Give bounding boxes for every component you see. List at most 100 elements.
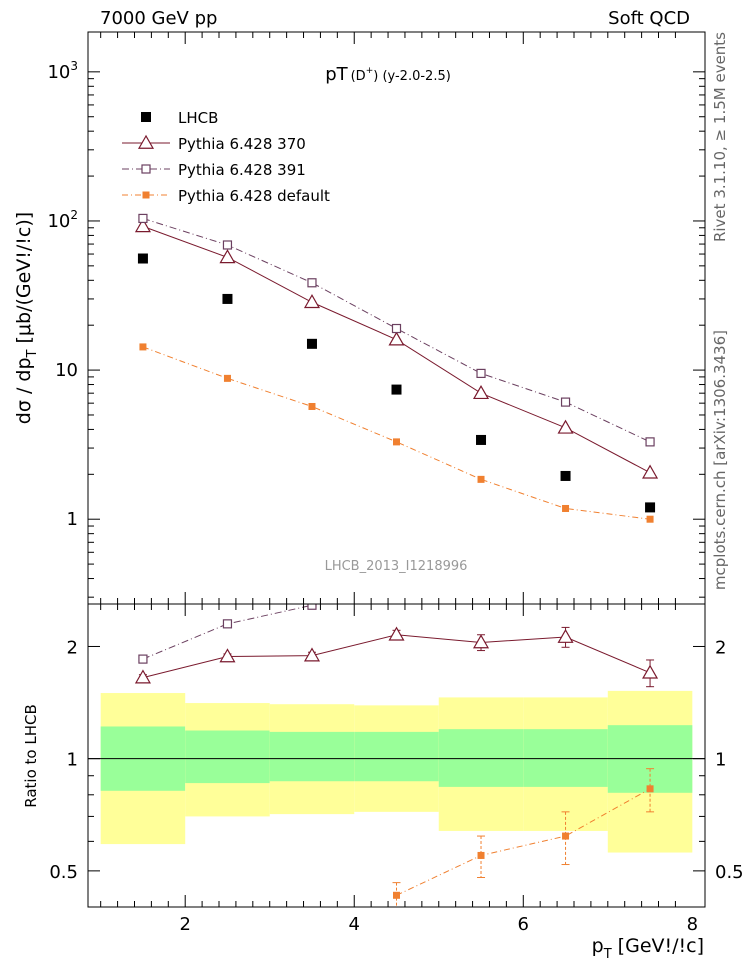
main-point-p370-3 [388,331,405,346]
main-y-tick-label-1: 10 [55,360,78,381]
main-point-lhcb-2 [306,338,317,349]
main-point-lhcb-1 [222,293,233,304]
ratio-uncertainty-bands [88,690,705,853]
ratio-point-pdefault-2 [562,832,570,840]
main-point-p391-6 [645,437,655,447]
band-inner-1 [185,730,270,784]
ratio-point-pdefault-3 [646,785,654,793]
x-axis-label-main: p [592,935,604,957]
main-y-tick-label-3: 103 [47,59,78,83]
ratio-y-tick-label-right-1: 1 [715,750,726,771]
main-y-axis-label-tail: [μb/(GeV!/!c)] [13,212,35,350]
legend-marker-pdefault [142,191,150,199]
main-point-lhcb-3 [391,384,402,395]
x-axis-label: pT [GeV!/!c] [592,935,704,962]
ratio-point-p370-2 [303,647,321,662]
main-title: pT (D+) (y-2.0-2.5) [325,64,451,85]
ratio-point-p370-4 [472,634,490,649]
ratio-point-pdefault-0 [393,891,400,899]
x-tick-label-3: 8 [687,914,698,935]
main-point-lhcb-4 [476,434,487,445]
main-point-p370-4 [472,384,490,400]
ratio-series-group [134,604,659,907]
main-y-tick-label-base: 10 [47,211,70,232]
ratio-y-tick-label-1: 1 [67,750,78,771]
legend-label-lhcb: LHCB [178,109,218,127]
main-point-pdefault-0 [139,343,147,351]
main-y-tick-label-0: 1 [67,509,78,530]
header-left-label: 7000 GeV pp [100,8,217,29]
ratio-axes: 0.5 0.5 1 1 2 2 2 4 6 8 [49,604,744,935]
x-axis-label-tail: [GeV!/!c] [612,935,704,957]
main-point-p391-0 [138,213,148,224]
ratio-point-p391-0 [138,654,148,664]
main-point-lhcb-0 [137,253,148,264]
main-line-p370 [142,225,651,474]
main-y-tick-label-base: 1 [67,509,78,530]
main-title-tail: ) (y-2.0-2.5) [373,69,451,84]
main-point-lhcb-6 [645,502,656,513]
main-y-axis-label-main: dσ / dp [13,357,35,424]
analysis-watermark: LHCB_2013_I1218996 [325,559,468,574]
side-label-mcplots: mcplots.cern.ch [arXiv:1306.3436] [711,330,729,590]
main-point-p391-3 [391,323,402,334]
ratio-point-p370-6 [642,664,659,679]
main-point-p370-5 [557,419,574,434]
main-y-axis-label: dσ / dpT [μb/(GeV!/!c)] [13,212,40,424]
main-point-p391-1 [222,240,233,250]
main-y-tick-label-exponent: 2 [70,208,78,222]
header-right-label: Soft QCD [608,8,690,29]
ratio-point-p391-1 [222,619,233,629]
ratio-point-p370-5 [557,628,574,643]
ratio-point-p370-3 [388,626,405,641]
main-point-pdefault-3 [393,438,400,446]
main-title-main: pT [325,64,348,85]
x-tick-label-2: 6 [518,914,529,935]
main-y-tick-label-base: 10 [47,62,70,83]
ratio-y-tick-label-right-2: 2 [715,637,726,658]
x-tick-label-0: 2 [179,914,190,935]
main-point-p370-0 [134,218,151,233]
band-inner-4 [438,729,524,787]
main-line-pdefault [142,346,651,520]
main-series-group [134,213,659,523]
ratio-point-pdefault-1 [477,851,485,859]
band-group [88,690,705,853]
legend-marker-p391 [141,164,151,174]
legend-marker-p370 [137,134,155,149]
band-inner-5 [523,729,608,787]
main-y-tick-label-exponent: 3 [70,59,78,73]
main-point-p370-2 [303,294,321,309]
main-point-p391-5 [560,397,571,407]
ratio-line-p370 [142,634,651,679]
main-title-sup: + [366,66,374,76]
ratio-line-p391 [142,604,313,660]
main-point-pdefault-4 [477,475,485,483]
main-title-paren: (D [351,69,366,84]
legend-label-p370: Pythia 6.428 370 [178,135,306,153]
ratio-y-tick-label-0: 0.5 [49,862,78,883]
main-point-pdefault-1 [223,374,231,382]
main-y-tick-label-2: 102 [47,208,78,232]
main-y-axis-label-sub: T [25,349,40,358]
band-inner-3 [354,731,439,782]
main-point-p391-2 [307,278,317,288]
main-point-p370-1 [219,249,236,264]
x-axis-label-sub: T [603,947,612,962]
legend: LHCB Pythia 6.428 370 Pythia 6.428 391 Pyth… [122,109,330,205]
ratio-point-p391-2 [307,604,317,610]
ratio-plot-marks [134,604,659,907]
legend-label-pdefault: Pythia 6.428 default [178,187,330,205]
main-point-pdefault-2 [308,402,316,410]
ratio-point-p370-1 [219,648,236,663]
main-point-pdefault-5 [562,504,570,512]
ratio-y-axis-label: Ratio to LHCB [22,704,40,808]
ratio-panel: 0.5 0.5 1 1 2 2 2 4 6 8 Ratio to LHCB pT [GeV!/!c… [22,603,744,962]
x-tick-label-1: 4 [349,914,360,935]
side-label-rivet: Rivet 3.1.10, ≥ 1.5M events [711,32,729,242]
ratio-y-tick-label-right-0: 0.5 [715,862,744,883]
legend-marker-lhcb [141,112,151,122]
